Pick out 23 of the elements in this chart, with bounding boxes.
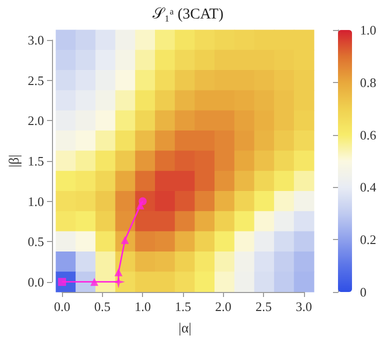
x-tick-label: 1.0 — [134, 299, 151, 314]
y-tick-label: 2.5 — [28, 72, 44, 88]
color-bar-label: 0.2 — [360, 232, 376, 248]
color-bar-label: 0.8 — [360, 74, 376, 90]
y-axis-title: |β| — [8, 154, 22, 168]
y-tick-label: 3.0 — [28, 32, 44, 48]
y-tick-label: 0.5 — [28, 234, 44, 250]
x-tick-label: 2.5 — [255, 299, 272, 314]
y-tick-label: 2.0 — [28, 113, 44, 128]
x-tick-label: 2.0 — [215, 299, 232, 314]
color-bar-label: 0.4 — [360, 180, 377, 195]
x-tick-label: 0.5 — [94, 299, 111, 314]
x-tick-label: 3.0 — [296, 299, 312, 314]
x-tick-label: 1.5 — [174, 299, 192, 314]
color-bar-label: 0 — [360, 284, 366, 300]
x-axis-title: |α| — [178, 322, 192, 336]
y-tick-label: 1.0 — [28, 194, 44, 209]
color-bar-label: 1.0 — [360, 22, 376, 38]
y-tick-label: 0.0 — [28, 274, 44, 290]
color-bar-label: 0.6 — [360, 127, 377, 142]
y-tick-label: 1.5 — [28, 154, 44, 168]
x-tick-label: 0.0 — [54, 299, 70, 314]
chart-title: 𝒮₁ᵃ (3CAT) — [152, 6, 224, 22]
